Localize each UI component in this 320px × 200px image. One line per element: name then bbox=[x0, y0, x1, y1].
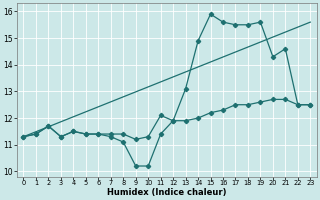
X-axis label: Humidex (Indice chaleur): Humidex (Indice chaleur) bbox=[107, 188, 227, 197]
